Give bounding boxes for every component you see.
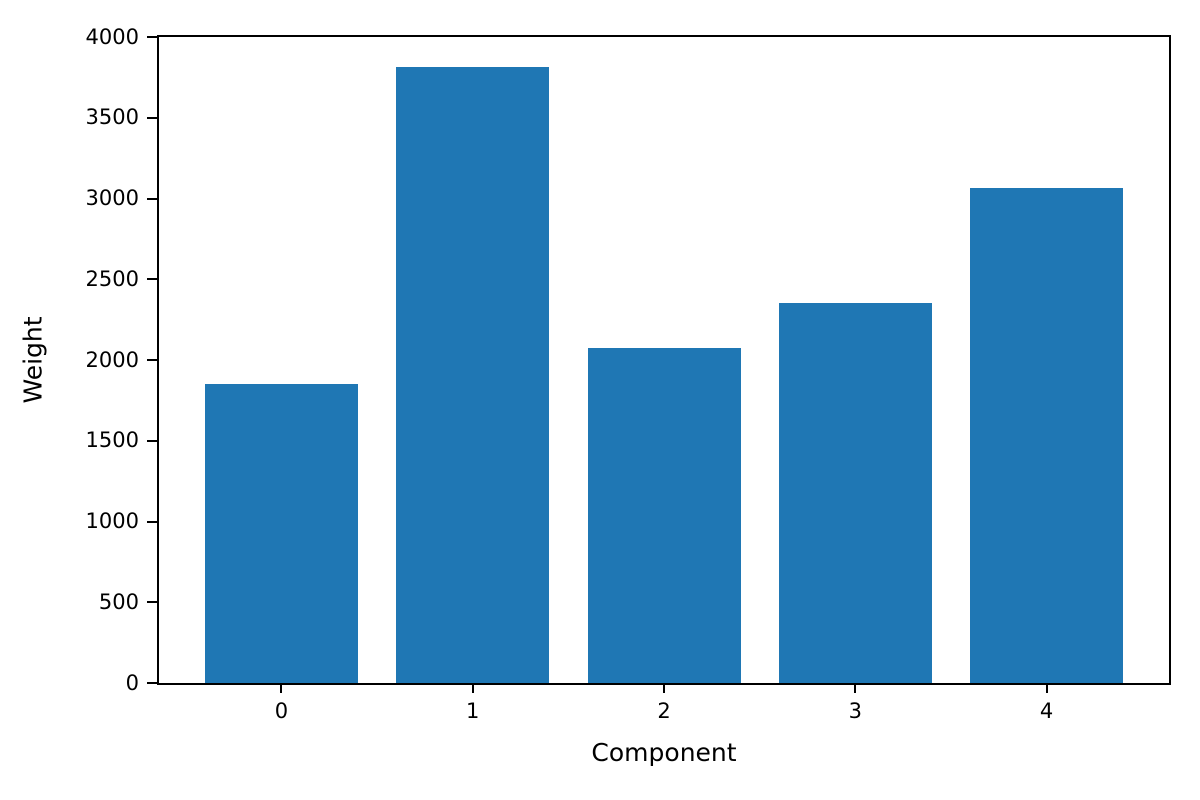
x-tick-label: 3 — [848, 699, 862, 723]
x-tick-label: 0 — [274, 699, 289, 723]
y-tick-mark — [147, 36, 157, 38]
x-tick-mark — [471, 683, 474, 693]
x-tick-label: 1 — [466, 699, 480, 723]
x-tick-mark — [280, 683, 283, 693]
y-tick-label: 0 — [125, 670, 139, 695]
y-tick-label: 2000 — [85, 347, 139, 372]
y-tick-label: 1000 — [85, 509, 139, 533]
y-tick-mark — [147, 278, 157, 281]
y-tick-mark — [147, 439, 157, 442]
y-tick-label: 500 — [98, 589, 139, 614]
y-tick-mark — [147, 116, 157, 119]
y-tick-mark — [147, 520, 157, 523]
x-tick-label: 4 — [1039, 699, 1054, 723]
bar — [396, 66, 550, 683]
y-tick-label: 3500 — [85, 105, 139, 130]
y-tick-label: 3000 — [85, 186, 139, 210]
x-tick-mark — [663, 683, 665, 693]
bar — [204, 383, 358, 683]
y-tick-mark — [147, 601, 157, 604]
x-axis-label: Component — [591, 738, 737, 767]
y-tick-label: 1500 — [85, 428, 139, 453]
x-tick-mark — [854, 683, 857, 693]
y-tick-label: 2500 — [85, 266, 139, 291]
bar — [970, 187, 1124, 683]
y-tick-label: 4000 — [85, 24, 139, 49]
y-tick-mark — [147, 197, 157, 200]
y-tick-mark — [147, 359, 157, 361]
y-tick-mark — [147, 682, 157, 684]
bar — [778, 302, 932, 683]
bar — [587, 347, 741, 683]
x-tick-mark — [1045, 683, 1048, 693]
x-tick-label: 2 — [657, 699, 671, 723]
